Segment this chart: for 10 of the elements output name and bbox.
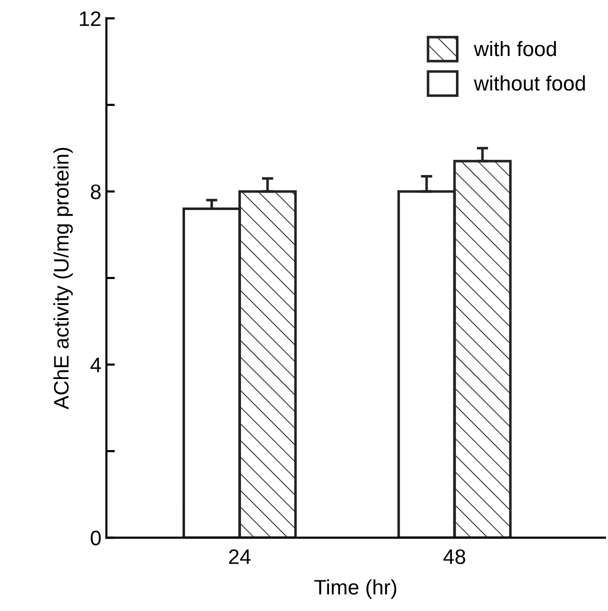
y-tick-label: 0 [90,530,101,546]
y-axis-title: AChE activity (U/mg protein) [53,148,73,410]
legend-label: with food [474,40,556,56]
x-axis-title: Time (hr) [314,579,396,599]
legend-label: without food [474,75,585,91]
y-tick-label: 12 [80,11,100,26]
y-tick-label: 8 [90,184,101,200]
x-tick-label: 48 [443,549,466,564]
y-tick-label: 4 [90,358,101,372]
x-tick-label: 24 [229,549,251,564]
